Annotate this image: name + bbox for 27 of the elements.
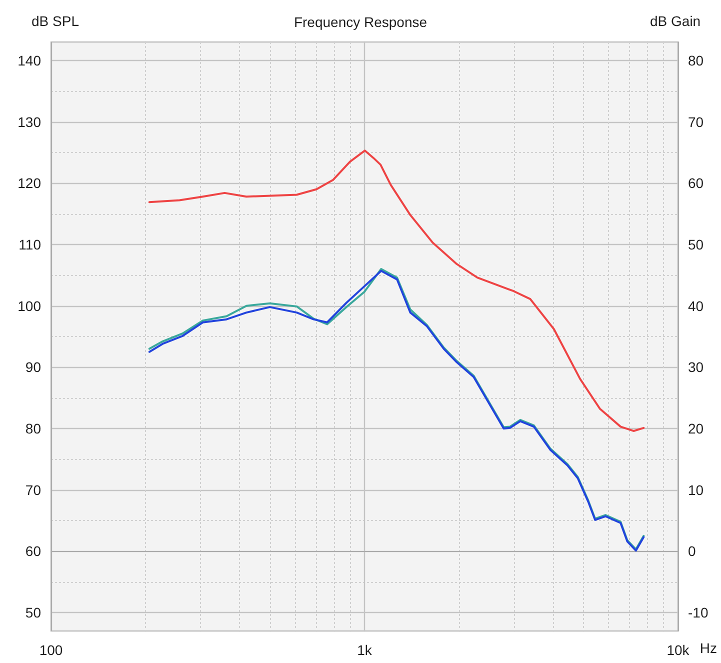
y-tick-label: 110 [18, 236, 42, 252]
y-tick-label: 140 [18, 52, 42, 68]
y-axis-title: dB SPL [32, 13, 80, 29]
y2-tick-label: 80 [688, 52, 704, 68]
chart-title: Frequency Response [294, 14, 428, 30]
y-tick-label: 50 [25, 604, 42, 621]
y2-tick-label: 60 [688, 175, 704, 192]
x-tick-label: 10k [666, 642, 690, 658]
y-tick-label: 120 [18, 175, 42, 192]
y2-tick-label: 10 [688, 482, 704, 498]
y-tick-label: 130 [18, 114, 42, 130]
y2-axis-title: dB Gain [650, 13, 701, 29]
y2-tick-label: 40 [688, 298, 704, 314]
y2-tick-label: 30 [688, 359, 704, 376]
y2-tick-label: -10 [688, 604, 708, 621]
y-tick-label: 60 [25, 543, 42, 560]
y2-tick-label: 20 [688, 420, 704, 437]
x-tick-label: 1k [357, 642, 373, 658]
y-tick-label: 80 [25, 420, 42, 437]
y2-tick-label: 50 [688, 236, 704, 252]
y-tick-label: 90 [25, 359, 42, 376]
y2-tick-label: 0 [688, 543, 696, 560]
x-tick-label: 100 [39, 642, 63, 658]
y-tick-label: 100 [18, 298, 42, 314]
x-axis-title: Hz [700, 640, 718, 656]
y-tick-label: 70 [25, 482, 42, 498]
y2-tick-label: 70 [688, 114, 704, 130]
